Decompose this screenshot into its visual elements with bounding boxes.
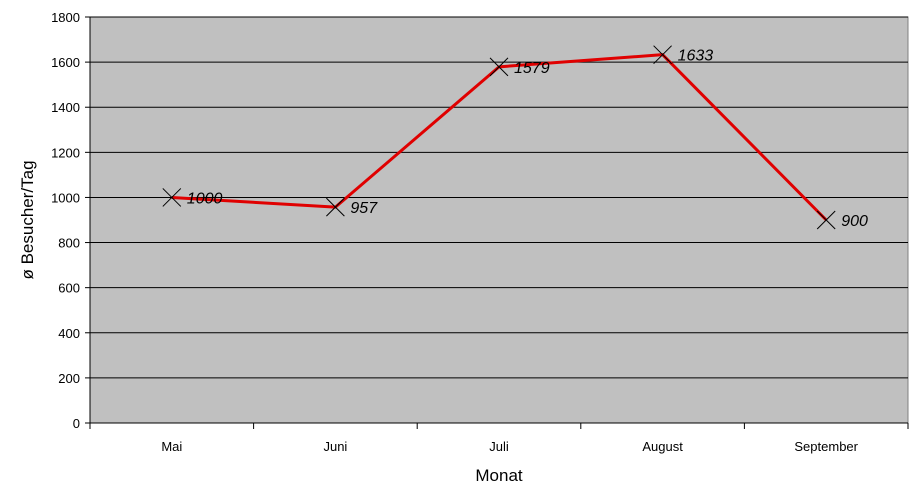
x-axis-ticks: Mai Juni Juli August September — [89, 423, 909, 454]
x-tick-label: Juni — [323, 439, 347, 454]
y-tick-label: 1200 — [51, 145, 80, 160]
y-tick-label: 800 — [58, 236, 80, 251]
y-tick-label: 400 — [58, 326, 80, 341]
x-tick-label: Mai — [161, 439, 182, 454]
data-label: 1000 — [187, 190, 223, 207]
data-labels: 1000 957 1579 1633 900 — [187, 48, 868, 230]
y-tick-label: 1800 — [51, 10, 80, 25]
data-point-marker — [653, 45, 672, 65]
data-label: 900 — [841, 213, 868, 230]
data-label: 957 — [350, 200, 378, 217]
x-tick-label: September — [794, 439, 858, 454]
y-tick-label: 1400 — [51, 100, 80, 115]
x-axis-title: Monat — [475, 466, 523, 485]
x-tick-label: Juli — [489, 439, 509, 454]
y-tick-label: 200 — [58, 371, 80, 386]
y-tick-label: 600 — [58, 281, 80, 296]
data-point-marker — [489, 57, 509, 77]
data-point-marker — [162, 188, 182, 207]
data-label: 1633 — [678, 48, 714, 65]
y-tick-label: 1600 — [51, 55, 80, 70]
data-point-marker — [816, 210, 836, 230]
y-axis-title: ø Besucher/Tag — [18, 160, 37, 279]
series-group — [162, 45, 836, 230]
x-tick-label: August — [642, 439, 683, 454]
axes — [89, 17, 908, 424]
y-tick-label: 0 — [73, 416, 80, 431]
y-tick-label: 1000 — [51, 190, 80, 205]
data-label: 1579 — [514, 60, 550, 77]
gridlines — [90, 16, 908, 379]
plot-area — [89, 16, 909, 424]
data-point-marker — [326, 197, 345, 217]
y-axis-ticks: 0 200 400 600 800 1000 1200 1400 1600 1800 — [51, 10, 90, 431]
